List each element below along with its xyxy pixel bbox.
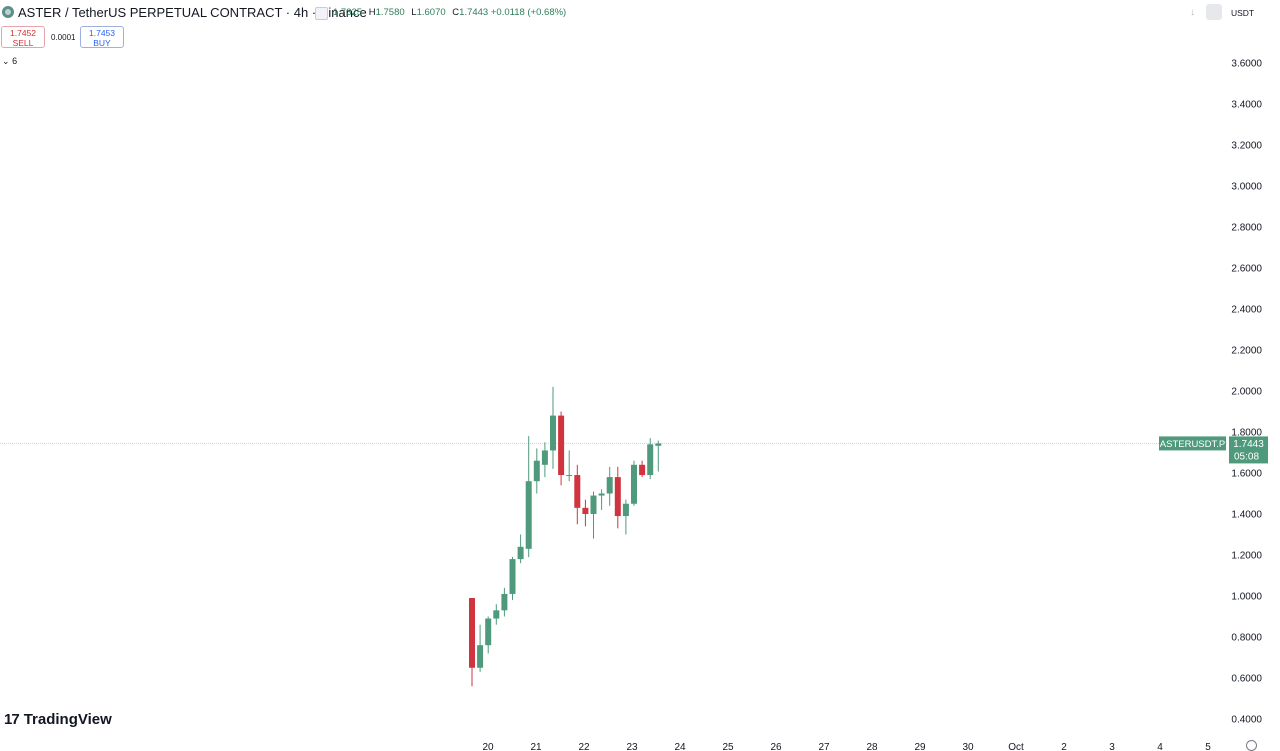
y-tick-label: 1.8000	[1231, 428, 1262, 439]
x-tick-label: 20	[482, 742, 494, 750]
y-tick-label: 2.0000	[1231, 387, 1262, 398]
y-tick-label: 0.6000	[1231, 674, 1262, 685]
candle-body	[582, 507, 589, 514]
y-tick-label: 2.6000	[1231, 264, 1262, 275]
buy-label: BUY	[93, 38, 111, 48]
tradingview-logo[interactable]: 17 TradingView	[4, 711, 112, 728]
x-tick-label: 2	[1061, 742, 1067, 750]
symbol-label-box	[1159, 436, 1226, 451]
open-value: 1.7325	[333, 7, 363, 18]
candle-body	[525, 481, 532, 549]
candle-body	[631, 464, 637, 504]
candle-body	[647, 444, 654, 476]
buy-price: 1.7453	[89, 28, 115, 38]
x-tick-label: 30	[962, 742, 974, 750]
x-tick-label: 27	[818, 742, 830, 750]
x-tick-label: 4	[1157, 742, 1163, 750]
countdown-text: 05:08	[1234, 451, 1259, 462]
tradingview-mark-icon: 17	[4, 711, 20, 728]
close-label: C	[452, 7, 460, 18]
y-tick-label: 3.0000	[1231, 182, 1262, 193]
high-value: 1.7580	[375, 7, 405, 18]
y-tick-label: 3.4000	[1231, 100, 1262, 111]
y-tick-label: 1.2000	[1231, 551, 1262, 562]
currency-selector[interactable]: USDT	[1231, 8, 1255, 18]
chevron-down-icon: ⌄	[2, 56, 10, 66]
candle-body	[550, 415, 556, 451]
x-tick-label: 5	[1205, 742, 1211, 750]
sell-label: SELL	[12, 38, 34, 48]
spread-value: 0.0001	[51, 33, 76, 42]
timezone-icon[interactable]	[1246, 740, 1257, 751]
candle-body	[639, 464, 646, 476]
settings-icon[interactable]	[1206, 4, 1222, 20]
low-value: 1.6070	[416, 7, 446, 18]
buy-button[interactable]: 1.7453 BUY	[80, 26, 124, 48]
y-tick-label: 2.8000	[1231, 223, 1262, 234]
x-tick-label: 29	[914, 742, 926, 750]
candle-body	[533, 460, 540, 482]
y-tick-label: 1.0000	[1231, 592, 1262, 603]
x-tick-label: 22	[578, 742, 590, 750]
ohlc-legend: 1.7325 H1.7580 L1.6070 C1.7443 +0.0118 (…	[333, 7, 566, 18]
sell-price: 1.7452	[10, 28, 36, 38]
sell-button[interactable]: 1.7452 SELL	[1, 26, 45, 48]
candle-body	[598, 493, 605, 496]
indicators-count: 6	[12, 56, 18, 66]
candle-body	[558, 415, 565, 476]
candle-body	[541, 450, 548, 465]
visibility-toggle-icon[interactable]	[315, 7, 328, 20]
candle-body	[477, 645, 484, 668]
y-tick-label: 3.6000	[1231, 59, 1262, 70]
indicators-toggle[interactable]: ⌄ 6	[2, 56, 17, 67]
x-tick-label: 25	[722, 742, 734, 750]
candle-body	[614, 477, 621, 517]
candle-body	[517, 546, 524, 560]
x-tick-label: 23	[626, 742, 638, 750]
tradingview-wordmark: TradingView	[23, 711, 112, 728]
exchange-logo-icon	[2, 6, 14, 18]
x-tick-label: 21	[530, 742, 542, 750]
last-price-box	[1229, 436, 1268, 464]
candle-body	[469, 598, 475, 668]
arrow-down-icon[interactable]: ↓	[1190, 7, 1195, 18]
candle-body	[606, 477, 613, 494]
x-tick-label: 28	[866, 742, 878, 750]
candle-body	[566, 475, 573, 477]
x-tick-label: 24	[674, 742, 686, 750]
y-tick-label: 2.4000	[1231, 305, 1262, 316]
candle-body	[622, 503, 629, 517]
y-tick-label: 1.4000	[1231, 510, 1262, 521]
high-label: H	[368, 7, 376, 18]
close-value: 1.7443	[459, 7, 489, 18]
y-tick-label: 0.8000	[1231, 633, 1262, 644]
candle-body	[501, 593, 508, 611]
candle-body	[493, 610, 500, 619]
low-label: L	[411, 7, 417, 18]
y-tick-label: 0.4000	[1231, 715, 1262, 726]
candle-body	[509, 559, 516, 594]
y-tick-label: 1.6000	[1231, 469, 1262, 480]
candle-body	[574, 475, 581, 508]
y-tick-label: 2.2000	[1231, 346, 1262, 357]
y-tick-label: 3.2000	[1231, 141, 1262, 152]
last-price-text: 1.7443	[1233, 439, 1264, 450]
x-tick-label: 3	[1109, 742, 1115, 750]
x-tick-label: 26	[770, 742, 782, 750]
symbol-label-text: ASTERUSDT.P	[1160, 439, 1225, 450]
change-value: +0.0118 (+0.68%)	[490, 7, 567, 18]
symbol-title[interactable]: ASTER / TetherUS PERPETUAL CONTRACT · 4h…	[18, 5, 367, 20]
x-tick-label: Oct	[1008, 742, 1024, 750]
candle-body	[485, 618, 492, 646]
candle-body	[590, 495, 597, 514]
candle-body	[655, 443, 662, 446]
